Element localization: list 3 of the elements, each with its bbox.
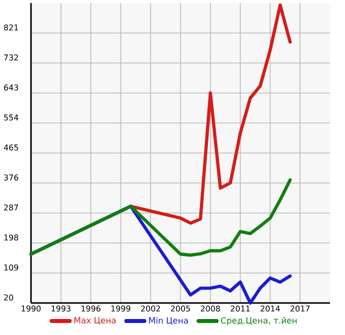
legend-label: Max Цена	[74, 317, 116, 325]
legend-label: Min Цена	[149, 317, 188, 325]
legend-label: Сред.Цена, т.йен	[221, 317, 297, 326]
